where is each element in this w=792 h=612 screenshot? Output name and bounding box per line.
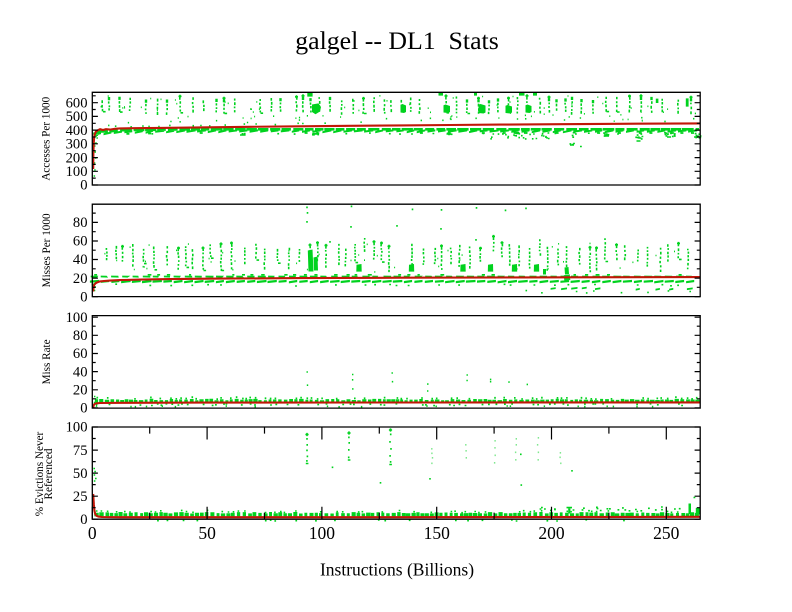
svg-text:0: 0 xyxy=(80,289,87,305)
svg-text:80: 80 xyxy=(73,328,88,344)
svg-text:50: 50 xyxy=(73,466,88,482)
svg-text:0: 0 xyxy=(80,512,87,528)
svg-text:0: 0 xyxy=(88,523,97,543)
svg-text:0: 0 xyxy=(80,401,87,417)
svg-text:100: 100 xyxy=(309,523,336,543)
svg-text:25: 25 xyxy=(73,489,88,505)
svg-text:Misses Per 1000: Misses Per 1000 xyxy=(41,213,53,287)
svg-text:150: 150 xyxy=(424,523,451,543)
svg-text:galgel -- DL1 Stats: galgel -- DL1 Stats xyxy=(295,26,498,55)
svg-text:60: 60 xyxy=(73,234,88,250)
svg-text:80: 80 xyxy=(73,215,88,231)
svg-text:Referenced: Referenced xyxy=(43,448,55,499)
svg-text:400: 400 xyxy=(66,123,88,139)
svg-text:60: 60 xyxy=(73,346,88,362)
svg-text:0: 0 xyxy=(80,178,87,194)
svg-text:75: 75 xyxy=(73,443,88,459)
svg-text:200: 200 xyxy=(538,523,565,543)
svg-text:600: 600 xyxy=(66,95,88,111)
svg-text:20: 20 xyxy=(73,382,88,398)
svg-text:500: 500 xyxy=(66,109,88,125)
svg-text:% Evictions Never: % Evictions Never xyxy=(34,431,46,516)
svg-text:40: 40 xyxy=(73,364,88,380)
svg-text:40: 40 xyxy=(73,252,88,268)
svg-text:300: 300 xyxy=(66,137,88,153)
svg-text:100: 100 xyxy=(66,420,88,436)
svg-text:100: 100 xyxy=(66,164,88,180)
svg-text:Instructions (Billions): Instructions (Billions) xyxy=(320,560,474,580)
svg-text:200: 200 xyxy=(66,150,88,166)
svg-text:250: 250 xyxy=(653,523,680,543)
svg-text:Miss Rate: Miss Rate xyxy=(41,339,53,384)
svg-text:20: 20 xyxy=(73,271,88,287)
svg-text:Accesses Per 1000: Accesses Per 1000 xyxy=(41,96,53,180)
svg-text:50: 50 xyxy=(198,523,216,543)
svg-text:100: 100 xyxy=(66,310,88,326)
